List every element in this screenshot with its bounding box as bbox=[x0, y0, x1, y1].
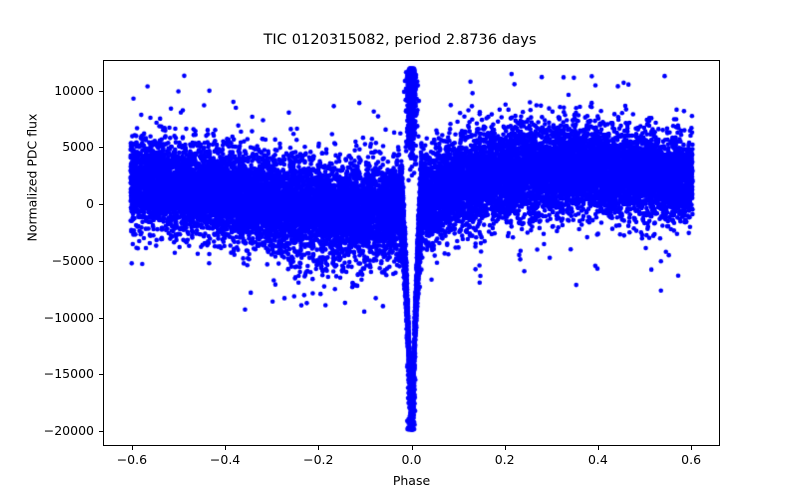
y-axis-label: Normalized PDC flux bbox=[24, 113, 40, 242]
chart-title: TIC 0120315082, period 2.8736 days bbox=[263, 32, 537, 48]
y-tick-label: 10000 bbox=[54, 82, 94, 98]
x-tick-mark bbox=[411, 446, 413, 450]
y-tick-label: 5000 bbox=[62, 139, 94, 155]
x-tick-mark bbox=[597, 446, 599, 450]
x-tick-label: 0.6 bbox=[681, 452, 702, 467]
x-tick-label: −0.2 bbox=[303, 452, 334, 467]
y-tick-label: −15000 bbox=[43, 366, 94, 382]
x-tick-mark bbox=[131, 446, 133, 450]
y-tick-mark bbox=[99, 260, 103, 262]
y-tick-label: −5000 bbox=[51, 252, 94, 268]
y-tick-mark bbox=[99, 317, 103, 319]
scatter-plot-canvas bbox=[104, 61, 719, 445]
x-tick-mark bbox=[691, 446, 693, 450]
y-tick-mark bbox=[99, 374, 103, 376]
x-tick-label: −0.4 bbox=[209, 452, 241, 467]
x-tick-mark bbox=[504, 446, 506, 450]
x-tick-label: −0.6 bbox=[116, 452, 148, 467]
y-tick-mark bbox=[99, 204, 103, 206]
x-tick-label: 0.4 bbox=[587, 452, 608, 467]
x-tick-mark bbox=[318, 446, 320, 450]
x-tick-mark bbox=[225, 446, 227, 450]
x-tick-label: 0.2 bbox=[494, 452, 515, 467]
y-tick-label: 0 bbox=[86, 196, 94, 212]
y-tick-mark bbox=[99, 90, 103, 92]
x-tick-label: 0.0 bbox=[401, 452, 422, 467]
x-axis-label: Phase bbox=[392, 473, 431, 488]
y-tick-mark bbox=[99, 431, 103, 433]
y-tick-label: −10000 bbox=[43, 309, 94, 325]
y-tick-mark bbox=[99, 147, 103, 149]
y-tick-label: −20000 bbox=[43, 423, 94, 439]
plot-axes bbox=[103, 60, 720, 446]
